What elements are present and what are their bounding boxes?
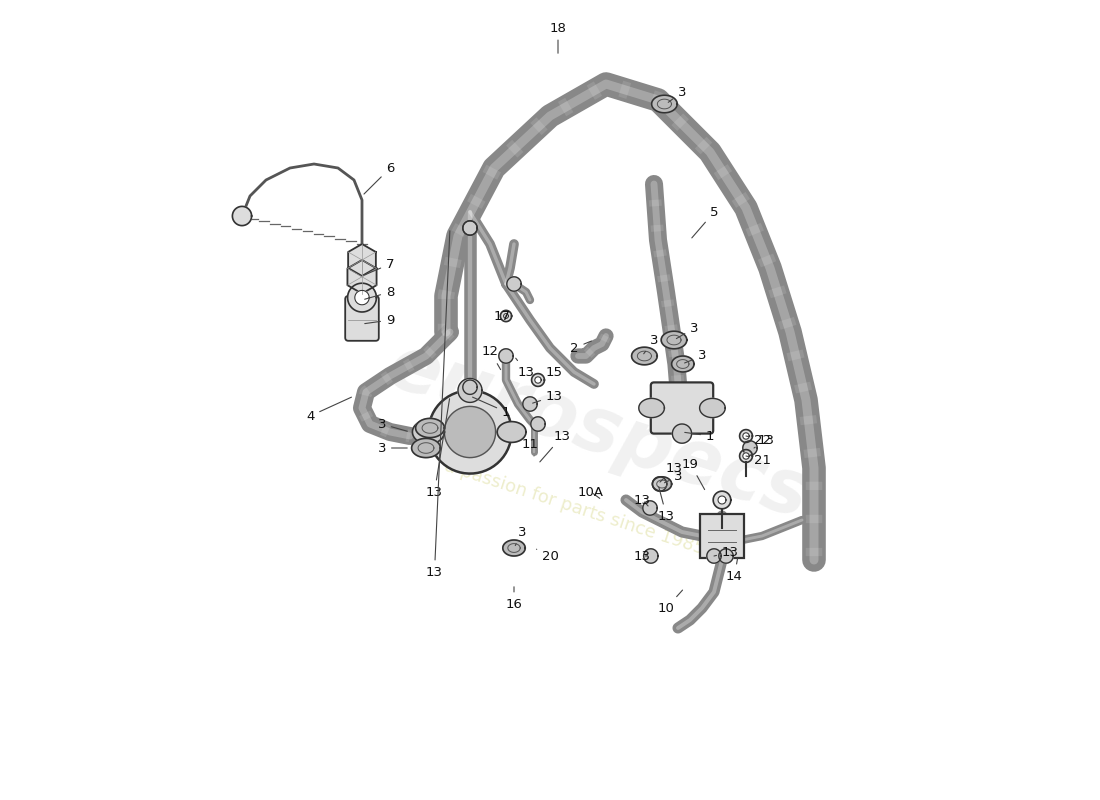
Polygon shape: [631, 347, 657, 365]
Polygon shape: [644, 549, 658, 563]
Text: 3: 3: [668, 86, 686, 102]
Polygon shape: [232, 206, 252, 226]
Polygon shape: [639, 398, 664, 418]
Text: 3: 3: [676, 322, 698, 338]
Polygon shape: [672, 356, 694, 372]
Polygon shape: [500, 310, 512, 322]
Polygon shape: [651, 95, 678, 113]
Polygon shape: [444, 406, 496, 458]
Text: 13: 13: [634, 494, 651, 506]
Text: 9: 9: [365, 314, 395, 326]
Text: 20: 20: [537, 550, 559, 562]
Text: 4: 4: [306, 397, 352, 422]
Text: 3: 3: [377, 442, 407, 454]
Text: 1: 1: [473, 397, 510, 418]
Polygon shape: [416, 418, 444, 438]
Text: 18: 18: [550, 22, 566, 54]
FancyBboxPatch shape: [345, 296, 378, 341]
Text: 11: 11: [522, 438, 539, 456]
Text: 3: 3: [377, 418, 407, 431]
Text: 13: 13: [660, 462, 683, 482]
Polygon shape: [707, 549, 722, 563]
Polygon shape: [348, 260, 376, 294]
Text: 13: 13: [516, 358, 535, 378]
Text: 13: 13: [426, 230, 450, 578]
Text: 16: 16: [506, 586, 522, 610]
Text: 12: 12: [482, 346, 500, 370]
Text: 17: 17: [494, 310, 512, 322]
Polygon shape: [713, 491, 730, 509]
Text: 14: 14: [726, 558, 742, 582]
Text: 13: 13: [658, 486, 675, 522]
Text: 10A: 10A: [578, 486, 604, 498]
Text: 13: 13: [540, 430, 571, 462]
Polygon shape: [522, 397, 537, 411]
Polygon shape: [739, 430, 752, 442]
Polygon shape: [652, 477, 667, 491]
Polygon shape: [463, 221, 477, 235]
Polygon shape: [355, 290, 370, 305]
Text: eurospecs: eurospecs: [378, 329, 818, 535]
Polygon shape: [535, 377, 541, 383]
Polygon shape: [411, 438, 440, 458]
Polygon shape: [498, 349, 514, 363]
Text: 1: 1: [684, 430, 715, 442]
FancyBboxPatch shape: [651, 382, 713, 434]
Text: 22: 22: [746, 434, 771, 446]
Polygon shape: [718, 549, 734, 563]
Text: 8: 8: [365, 286, 395, 299]
Text: 15: 15: [540, 366, 563, 378]
Polygon shape: [348, 244, 376, 276]
Polygon shape: [652, 477, 672, 491]
Polygon shape: [742, 453, 749, 459]
Text: 13: 13: [754, 434, 776, 448]
Text: 3: 3: [515, 526, 527, 546]
Text: 3: 3: [684, 350, 706, 363]
Polygon shape: [463, 221, 477, 235]
Polygon shape: [672, 424, 692, 443]
Polygon shape: [348, 283, 376, 312]
Text: 7: 7: [364, 258, 395, 275]
Polygon shape: [507, 277, 521, 291]
Polygon shape: [742, 441, 757, 455]
Text: 10: 10: [658, 590, 682, 614]
Polygon shape: [412, 420, 444, 444]
Polygon shape: [497, 422, 526, 442]
Text: 3: 3: [644, 334, 659, 354]
Text: 2: 2: [570, 341, 592, 354]
Text: 21: 21: [746, 454, 771, 466]
Polygon shape: [504, 314, 508, 318]
Polygon shape: [503, 540, 525, 556]
Polygon shape: [718, 496, 726, 504]
Text: 6: 6: [364, 162, 395, 194]
Text: 13: 13: [634, 550, 651, 562]
Text: 3: 3: [664, 470, 682, 482]
Polygon shape: [531, 374, 544, 386]
Text: 5: 5: [692, 206, 718, 238]
Text: 13: 13: [714, 546, 739, 558]
Polygon shape: [700, 398, 725, 418]
Text: 13: 13: [532, 390, 563, 403]
FancyBboxPatch shape: [701, 514, 744, 558]
Text: a passion for parts since 1985: a passion for parts since 1985: [441, 458, 706, 558]
Text: 19: 19: [682, 458, 705, 490]
Polygon shape: [531, 417, 546, 431]
Polygon shape: [661, 331, 686, 349]
Polygon shape: [642, 501, 657, 515]
Polygon shape: [739, 450, 752, 462]
Polygon shape: [458, 378, 482, 402]
Text: 13: 13: [426, 398, 450, 498]
Polygon shape: [429, 390, 512, 474]
Polygon shape: [463, 380, 477, 394]
Polygon shape: [742, 433, 749, 439]
